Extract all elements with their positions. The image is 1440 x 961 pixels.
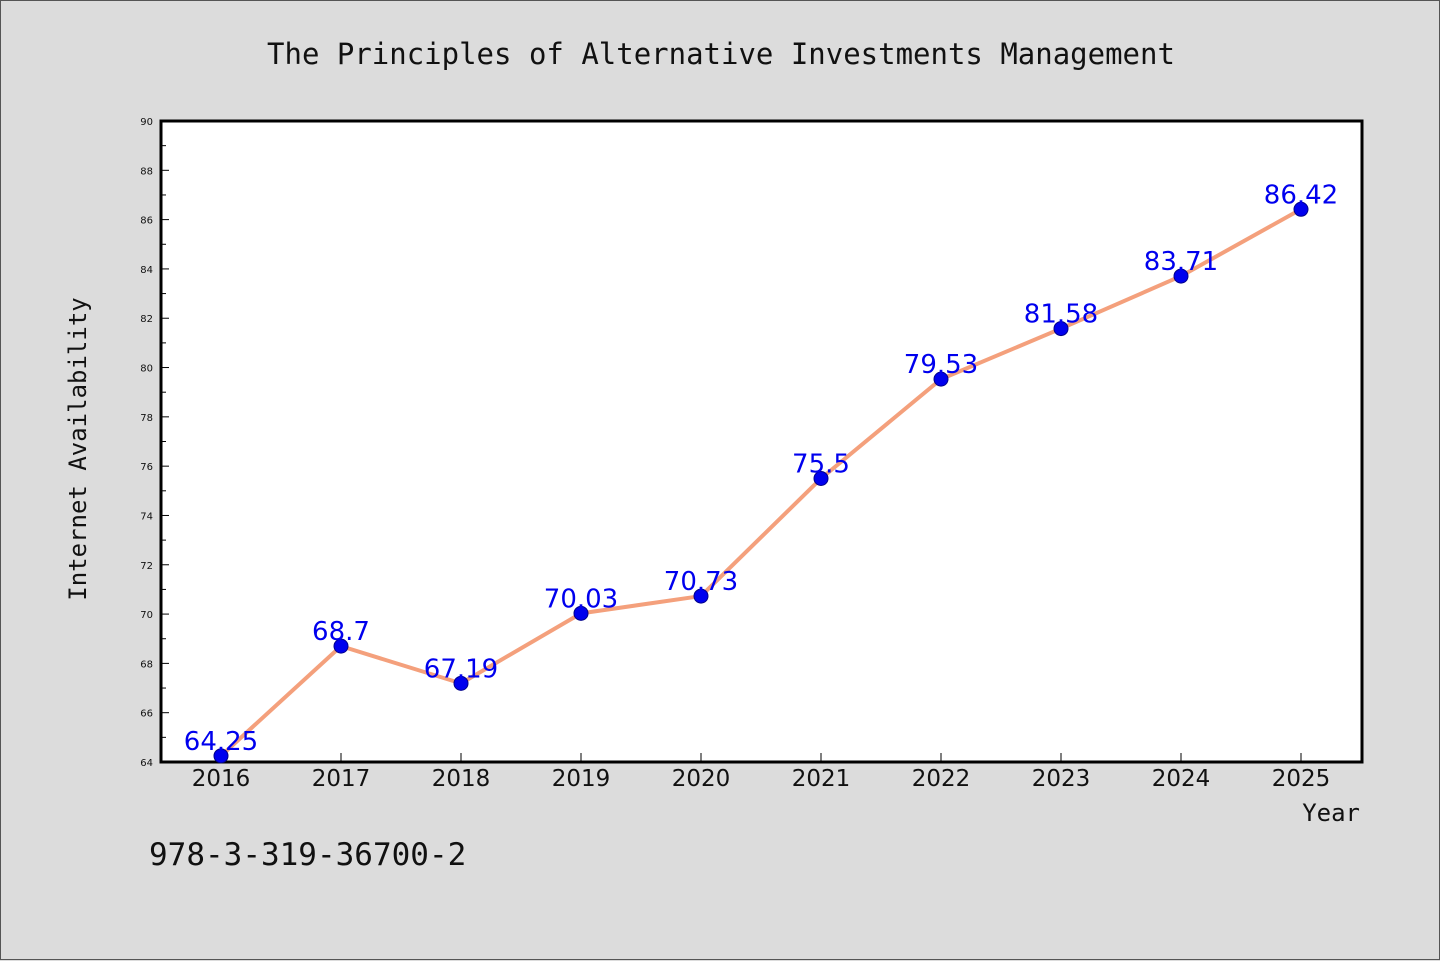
footnote-isbn: 978-3-319-36700-2	[149, 837, 466, 873]
data-point	[453, 675, 469, 691]
plot-area	[159, 119, 1364, 764]
data-label: 67.19	[424, 654, 498, 684]
x-tick-label: 2025	[1272, 766, 1331, 792]
x-tick-label: 2018	[432, 766, 491, 792]
data-label: 81.58	[1024, 300, 1098, 330]
data-point	[693, 588, 709, 604]
x-tick-label: 2020	[672, 766, 731, 792]
series-line	[219, 207, 1303, 758]
y-tick-label: 72	[140, 561, 153, 572]
data-label: 70.03	[544, 584, 618, 614]
chart-title: The Principles of Alternative Investment…	[267, 37, 1175, 71]
y-tick-label: 66	[140, 709, 153, 720]
x-tick-label: 2016	[192, 766, 251, 792]
data-point	[333, 638, 349, 654]
data-label: 68.7	[312, 617, 370, 647]
data-point	[213, 748, 229, 764]
x-tick-label: 2019	[552, 766, 611, 792]
y-tick-label: 76	[140, 462, 153, 473]
data-point	[1053, 321, 1069, 337]
x-axis-ticks: 2016 2017 2018 2019 2020 2021 2022 2023 2024 2025	[192, 753, 1331, 792]
data-label: 64.25	[184, 727, 258, 757]
data-label: 75.5	[792, 449, 850, 479]
data-point	[933, 371, 949, 387]
data-point	[1293, 201, 1309, 217]
x-tick-label: 2023	[1032, 766, 1091, 792]
data-labels: 64.25 68.7 67.19 70.03 70.73 75.5 79.53 81.58 83…	[184, 180, 1338, 757]
y-axis-label: Internet Availability	[64, 297, 92, 600]
data-label: 86.42	[1264, 180, 1338, 210]
data-markers	[213, 201, 1309, 764]
x-axis-label: Year	[1302, 799, 1360, 827]
y-tick-label: 74	[140, 511, 153, 522]
y-tick-label: 82	[140, 314, 153, 325]
x-tick-label: 2017	[312, 766, 371, 792]
y-axis-ticks: 64 66 68 70 72 74 76 78 80 82 84 86 88 90	[140, 117, 169, 769]
series-line-group	[219, 207, 1303, 758]
y-tick-label: 80	[140, 364, 153, 375]
y-tick-label: 70	[140, 610, 153, 621]
y-tick-label: 64	[140, 758, 153, 769]
y-tick-label: 84	[140, 265, 153, 276]
data-label: 83.71	[1144, 247, 1218, 277]
y-tick-label: 86	[140, 216, 153, 227]
data-point	[573, 605, 589, 621]
data-label: 79.53	[904, 350, 978, 380]
y-tick-label: 88	[140, 166, 153, 177]
y-tick-label: 78	[140, 413, 153, 424]
y-tick-label: 68	[140, 659, 153, 670]
data-label: 70.73	[664, 567, 738, 597]
x-tick-label: 2021	[792, 766, 851, 792]
y-tick-label: 90	[140, 117, 153, 128]
x-tick-label: 2022	[912, 766, 971, 792]
x-tick-label: 2024	[1152, 766, 1211, 792]
data-point	[1173, 268, 1189, 284]
data-point	[813, 470, 829, 486]
